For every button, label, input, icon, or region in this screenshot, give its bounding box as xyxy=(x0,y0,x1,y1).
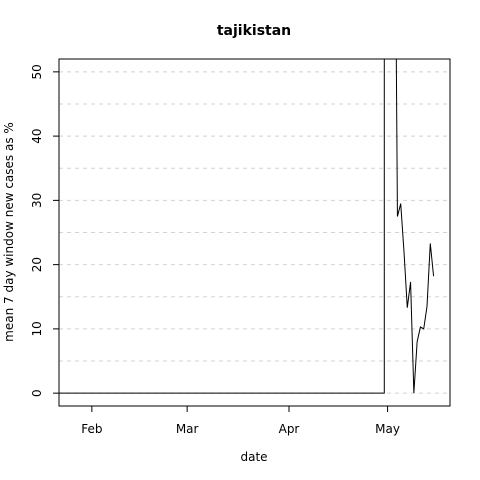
chart-title: tajikistan xyxy=(217,23,291,39)
series-line xyxy=(59,59,435,394)
x-tick-label: Apr xyxy=(279,422,300,436)
grid-lines xyxy=(59,71,450,394)
y-axis: 0 10 20 30 40 50 xyxy=(30,64,59,397)
y-tick-label: 20 xyxy=(30,257,44,272)
y-tick-label: 30 xyxy=(30,193,44,208)
y-tick-label: 0 xyxy=(30,389,44,397)
y-tick-label: 50 xyxy=(30,64,44,79)
y-tick-label: 10 xyxy=(30,321,44,336)
data-series-group xyxy=(59,59,435,394)
plot-frame xyxy=(58,58,451,407)
x-axis: Feb Mar Apr May xyxy=(81,406,400,436)
y-axis-label: mean 7 day window new cases as % xyxy=(2,122,16,342)
x-tick-label: May xyxy=(375,422,400,436)
x-axis-label: date xyxy=(240,450,267,464)
y-tick-label: 40 xyxy=(30,128,44,143)
x-tick-label: Mar xyxy=(176,422,199,436)
x-tick-label: Feb xyxy=(81,422,102,436)
